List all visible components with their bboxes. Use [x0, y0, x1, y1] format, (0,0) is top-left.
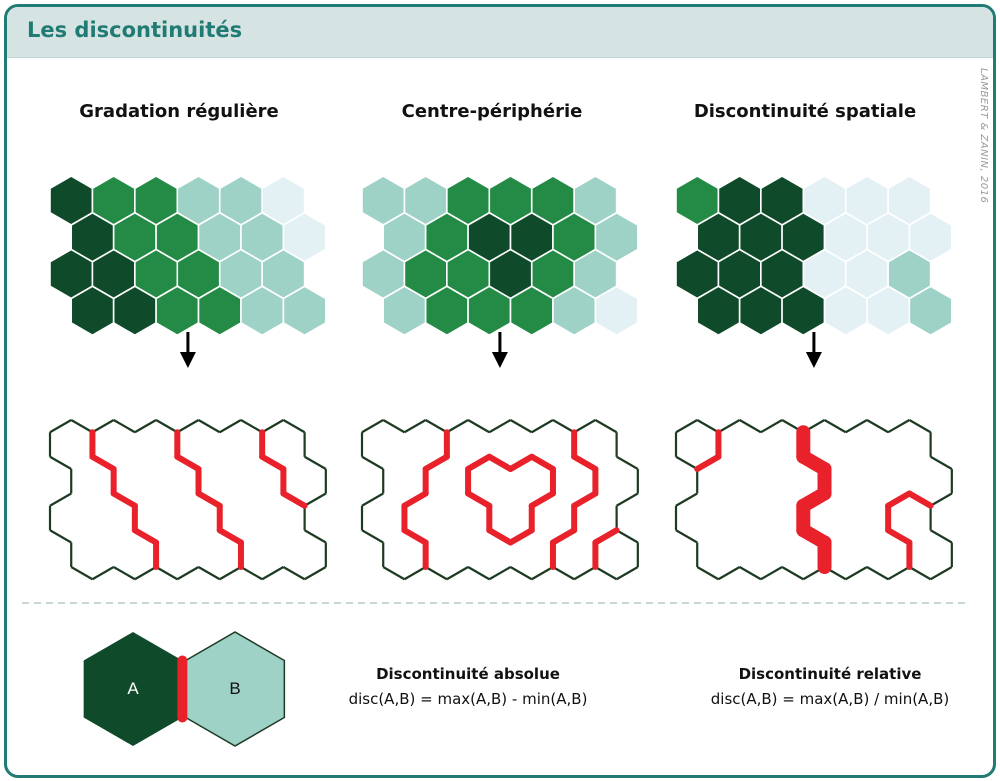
discontinuity-line: [422, 453, 450, 472]
boundary-map-2: [360, 419, 639, 581]
panel-title-centre-peripherie: Centre-périphérie: [401, 101, 583, 122]
boundary-maps: [48, 419, 953, 581]
legend-hexagons: A B: [83, 631, 286, 747]
discontinuity-line: [486, 453, 514, 472]
discontinuity-line: [528, 453, 556, 472]
down-arrow-icon: [805, 332, 822, 368]
discontinuity-line: [885, 527, 913, 546]
discontinuity-line: [401, 490, 429, 509]
discontinuity-line: [110, 490, 138, 509]
discontinuity-line: [906, 490, 934, 509]
discontinuity-line: [195, 490, 223, 509]
discontinuity-line: [89, 453, 117, 472]
discontinuity-line: [280, 490, 308, 509]
relative-title: Discontinuité relative: [738, 665, 922, 683]
hex-a: [83, 632, 183, 746]
discontinuity-line: [528, 490, 556, 509]
figure-frame: Les discontinuités: [4, 4, 996, 778]
absolute-title: Discontinuité absolue: [376, 665, 560, 683]
hex-cell: [594, 285, 639, 337]
hex-map-1: [49, 175, 327, 337]
discontinuity-line: [549, 527, 578, 546]
panel-title-discontinuite-spatiale: Discontinuité spatiale: [693, 101, 917, 122]
boundary-map-3: [674, 419, 953, 581]
hex-cell: [282, 285, 327, 337]
hex-map-3: [675, 175, 953, 337]
discontinuity-line: [401, 527, 429, 546]
arrows: [179, 332, 822, 368]
hex-maps: [49, 175, 953, 337]
discontinuity-line: [592, 527, 620, 546]
hex-cell: [908, 285, 953, 337]
discontinuity-line: [131, 527, 160, 546]
map-outline: [674, 419, 953, 581]
boundary-map-1: [48, 419, 327, 581]
discontinuity-line: [465, 453, 493, 472]
header-bar: Les discontinuités: [7, 7, 993, 58]
hex-a-label: A: [127, 679, 139, 698]
down-arrow-icon: [179, 332, 196, 368]
hex-map-2: [361, 175, 639, 337]
discontinuity-line: [507, 527, 535, 546]
discontinuity-line: [486, 527, 514, 546]
absolute-formula: disc(A,B) = max(A,B) - min(A,B): [348, 690, 588, 708]
discontinuity-line: [571, 490, 599, 509]
map-outline: [48, 419, 327, 581]
discontinuity-line: [885, 490, 913, 509]
discontinuity-line: [571, 453, 599, 472]
figure-title: Les discontinuités: [27, 18, 243, 42]
relative-formula: disc(A,B) = max(A,B) / min(A,B): [710, 690, 950, 708]
discontinuity-line: [465, 490, 493, 509]
down-arrow-icon: [491, 332, 508, 368]
discontinuity-line: [216, 527, 244, 546]
hex-b-label: B: [229, 679, 240, 698]
map-outline: [360, 419, 639, 581]
discontinuity-line: [694, 453, 722, 472]
discontinuity-line: [259, 453, 287, 472]
discontinuity-line: [507, 453, 535, 472]
panel-title-gradation: Gradation régulière: [79, 101, 279, 122]
discontinuity-line: [174, 453, 202, 472]
